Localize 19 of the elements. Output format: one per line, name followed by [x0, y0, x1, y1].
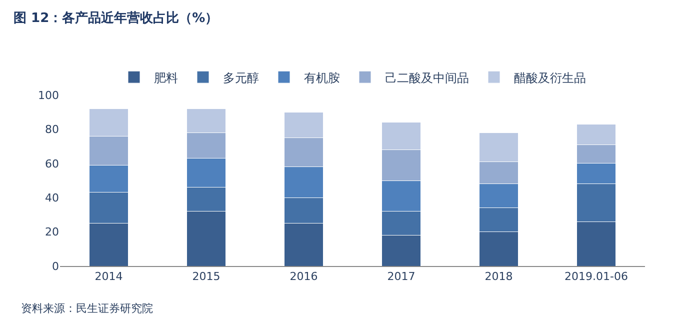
y-tick-label: 20	[45, 226, 59, 239]
legend-label: 有机胺	[304, 70, 340, 85]
legend-label: 己二酸及中间品	[385, 70, 469, 85]
x-tick-label: 2018	[484, 270, 513, 284]
text: 资料来源：民生证券研究院	[21, 302, 153, 315]
x-tick-label: 2019.01-06	[564, 270, 628, 284]
y-tick-label: 40	[45, 191, 59, 204]
y-tick-label: 60	[45, 157, 59, 170]
y-tick-label: 100	[38, 88, 59, 102]
y-tick-label: 0	[52, 260, 59, 273]
chart-title: 图 12：各产品近年营收占比（%）	[14, 10, 218, 26]
y-tick-label: 80	[45, 123, 59, 136]
legend-label: 肥料	[154, 70, 178, 85]
x-tick-label: 2017	[387, 270, 416, 284]
legend-label: 多元醇	[223, 70, 259, 85]
x-tick-label: 2015	[192, 270, 220, 284]
x-tick-label: 2014	[94, 270, 123, 284]
x-tick-label: 2016	[290, 270, 318, 284]
legend-label: 醋酸及衍生品	[514, 70, 586, 85]
